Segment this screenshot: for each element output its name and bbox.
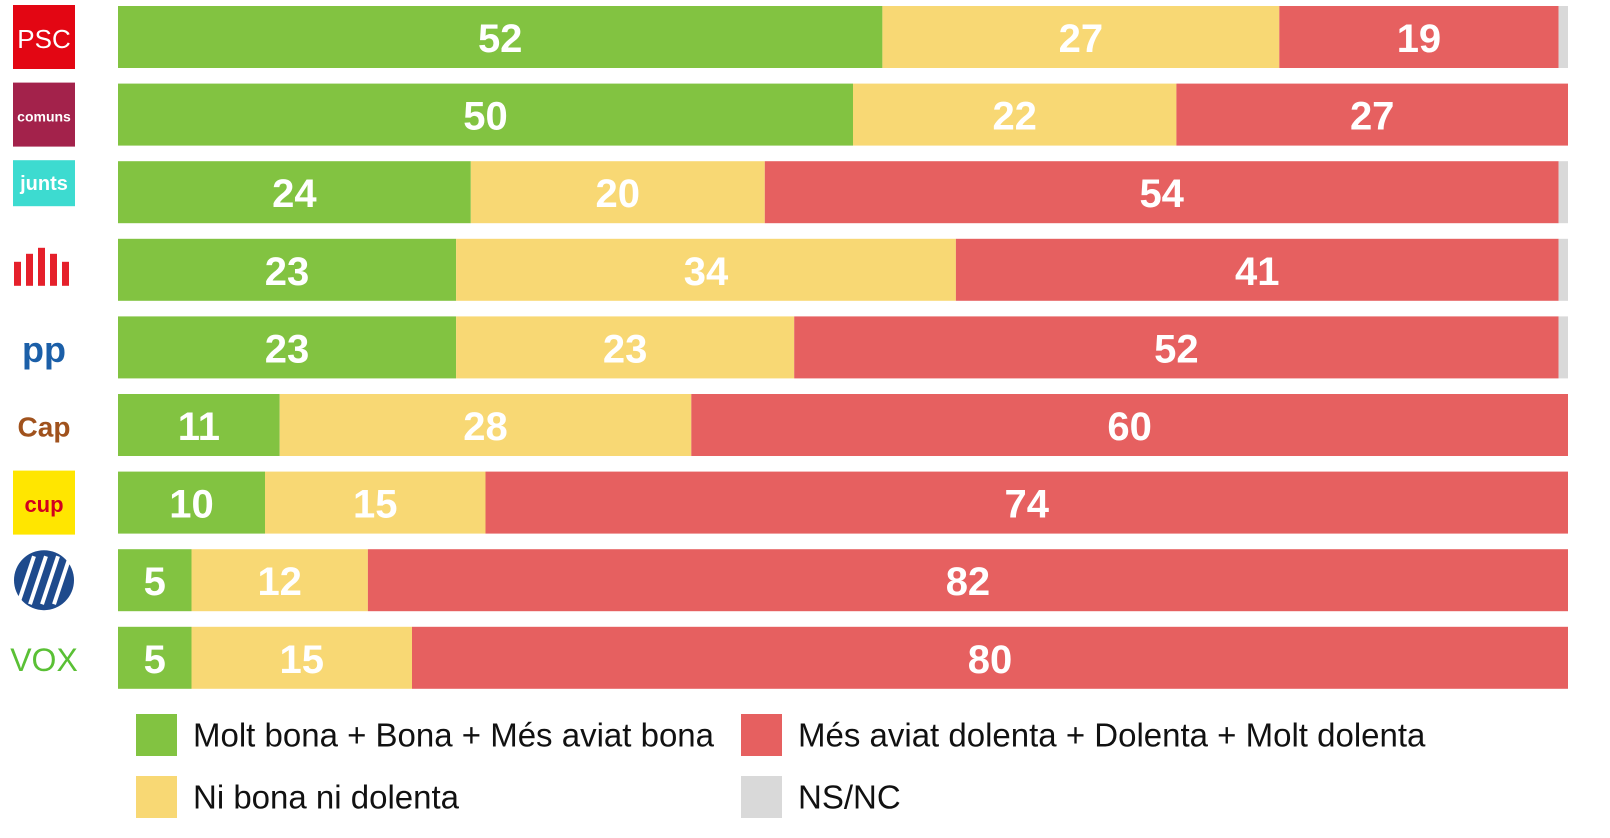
bar-segment (1558, 6, 1568, 68)
logo-stripe (38, 247, 45, 286)
logo-stroke (16, 555, 36, 605)
bar-segment (265, 471, 486, 534)
bar-segment (485, 471, 1568, 534)
category-label: comuns (17, 109, 71, 125)
logos: PSC comuns junts pp Cap cup VOX (10, 5, 78, 678)
legend-swatch (741, 714, 782, 756)
bar-segment (118, 316, 457, 379)
bar-segment (279, 394, 692, 456)
data-label: 5 (144, 560, 166, 604)
logo-stroke (40, 555, 60, 605)
legend-label: Molt bona + Bona + Més aviat bona (193, 717, 715, 754)
bar-segment (691, 394, 1568, 456)
legend-swatch (136, 776, 177, 818)
data-label: 74 (1005, 483, 1050, 527)
data-label: 23 (265, 250, 310, 294)
bar-segment (412, 626, 1568, 689)
legend-label: Ni bona ni dolenta (193, 779, 460, 816)
category-label: Cap (18, 412, 71, 443)
bar-segment (456, 238, 956, 301)
data-label: 5 (144, 638, 166, 682)
logo-stripe (14, 261, 21, 286)
data-label: 24 (272, 172, 317, 216)
data-label: 22 (992, 95, 1037, 139)
data-label: 11 (178, 405, 220, 449)
data-label: 23 (603, 327, 648, 371)
bar-segment (118, 238, 457, 301)
data-label: 60 (1107, 405, 1152, 449)
bar-segment (1573, 549, 1588, 611)
bar-segment (118, 394, 280, 456)
bar-segment (470, 161, 765, 224)
logo-bg (13, 82, 75, 147)
data-label: 52 (1154, 327, 1199, 371)
data-label: 80 (968, 638, 1013, 682)
logo-stripe (26, 253, 33, 286)
data-label: 23 (265, 327, 310, 371)
bar-segment (1558, 161, 1568, 224)
bar-segment (191, 549, 368, 612)
bar-segment (118, 471, 265, 534)
data-label: 10 (169, 483, 214, 527)
legend-label: Més aviat dolenta + Dolenta + Molt dolen… (798, 717, 1426, 754)
bar-segment (794, 316, 1559, 379)
logo-bg (13, 470, 75, 535)
category-label: cup (24, 492, 63, 517)
category-label: pp (22, 329, 66, 370)
data-label: 82 (946, 560, 991, 604)
bar-segment (456, 316, 795, 379)
data-label: 54 (1139, 172, 1184, 216)
bar-segment (191, 626, 412, 689)
bar-segment (118, 626, 192, 689)
data-label: 15 (353, 483, 398, 527)
data-label: 15 (280, 638, 325, 682)
category-label: PSC (17, 24, 70, 54)
logo-stroke (28, 555, 48, 605)
bar-segment (1558, 316, 1568, 379)
logo-stripe (50, 253, 57, 286)
logo-bg (13, 5, 75, 69)
bar-segment (1176, 83, 1568, 146)
data-label: 20 (596, 172, 641, 216)
data-label: 34 (684, 250, 729, 294)
bar-segment (367, 549, 1568, 612)
bar-segment (882, 6, 1280, 68)
data-label: 50 (463, 95, 508, 139)
bar-segment (853, 83, 1177, 146)
data-label: 27 (1350, 95, 1395, 139)
bar-segment (118, 6, 883, 68)
bar-segment (955, 238, 1559, 301)
logo-stroke (52, 555, 72, 605)
bar-segment (764, 161, 1559, 224)
legend-label: NS/NC (798, 779, 901, 816)
data-label: 12 (257, 560, 302, 604)
bar-segment (118, 549, 192, 612)
data-label: 19 (1397, 17, 1442, 61)
data-label: 41 (1235, 250, 1280, 294)
data-label: 28 (463, 405, 508, 449)
bar-segment (1573, 84, 1588, 146)
legend: Molt bona + Bona + Més aviat bona Ni bona… (136, 714, 1426, 818)
bar-segment (1558, 238, 1568, 301)
logo-stripe (62, 261, 69, 286)
legend-swatch (136, 714, 177, 756)
data-label: 52 (478, 17, 523, 61)
category-label: VOX (10, 642, 78, 678)
bar-segment (1573, 394, 1588, 456)
bar-segment (1279, 6, 1559, 68)
category-label: junts (19, 173, 68, 195)
bar-segment (118, 161, 471, 224)
data-label: 27 (1059, 17, 1104, 61)
legend-swatch (741, 776, 782, 818)
bar-segment (1573, 472, 1588, 534)
logo-bg (13, 160, 75, 207)
bar-segment (118, 83, 853, 146)
